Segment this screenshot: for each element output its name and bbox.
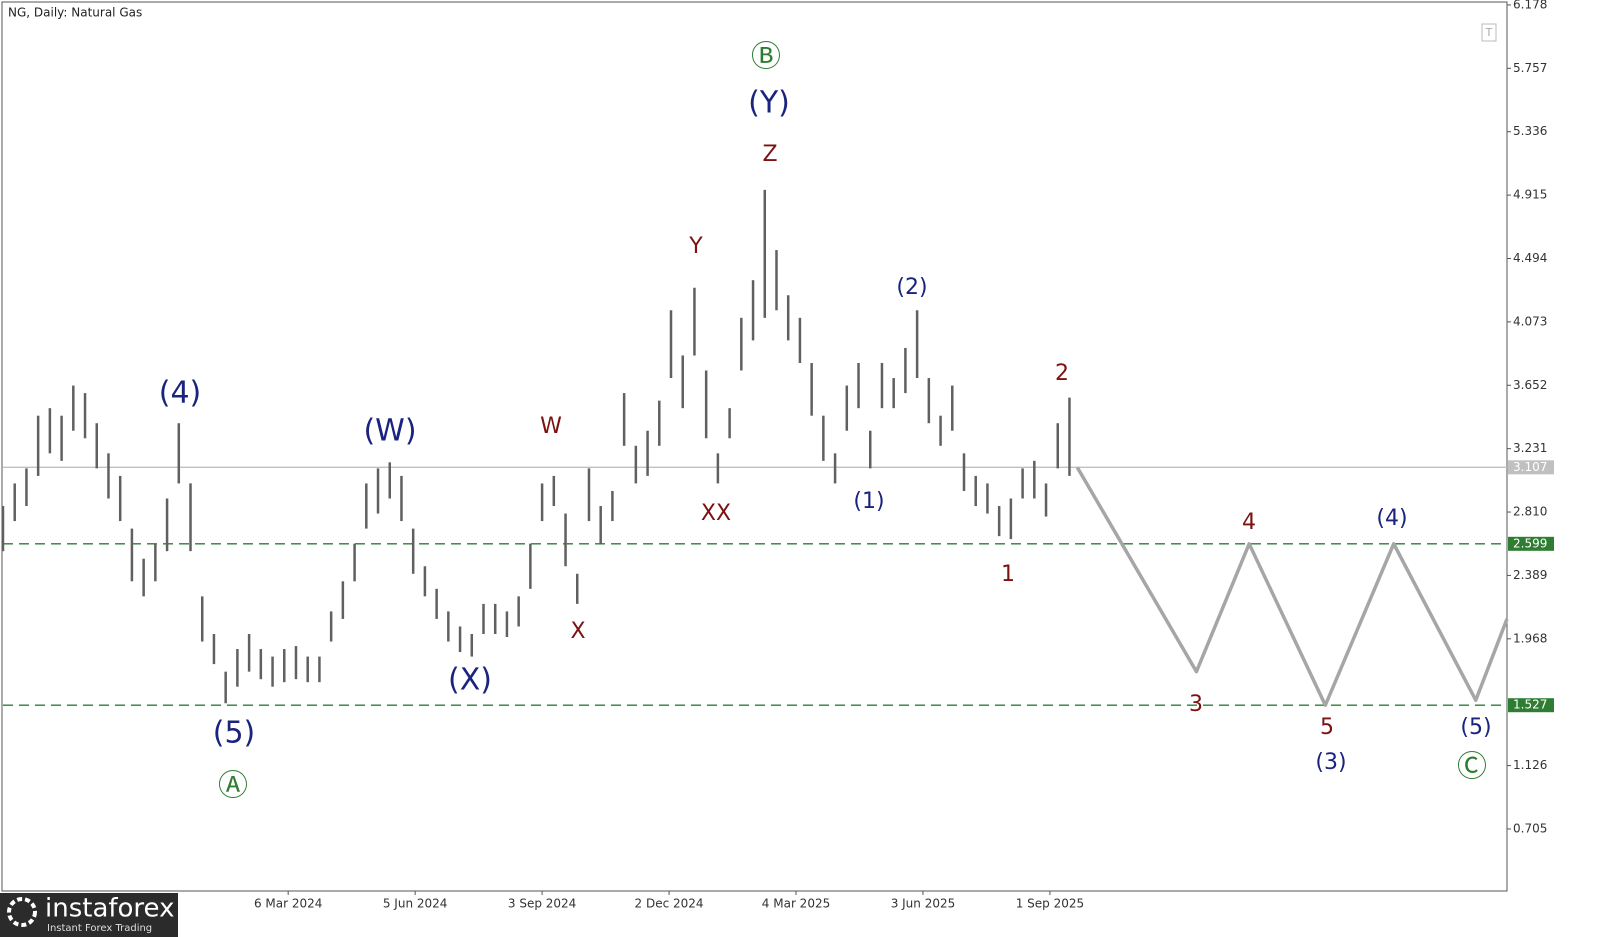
price-level-box — [1508, 698, 1554, 713]
logo-icon — [7, 897, 37, 927]
wave-label: Ⓐ — [218, 769, 248, 804]
y-tick-label: 3.652 — [1513, 378, 1547, 392]
wave-label: 5 — [1320, 715, 1334, 740]
price-level-label: 1.527 — [1513, 698, 1547, 712]
price-level-box — [1508, 460, 1554, 475]
price-level-label: 3.107 — [1513, 460, 1547, 474]
y-tick-label: 0.705 — [1513, 821, 1547, 835]
wave-label: (X) — [448, 663, 492, 698]
wave-label: 3 — [1189, 692, 1203, 717]
y-tick-label: 2.389 — [1513, 568, 1547, 582]
toolbar-icon-glyph: T — [1485, 26, 1493, 39]
wave-label: (5) — [213, 716, 256, 751]
wave-label: (4) — [1376, 506, 1407, 531]
x-tick-label: 3 Sep 2024 — [508, 897, 576, 911]
wave-label: Y — [688, 234, 703, 259]
x-tick-label: 4 Mar 2025 — [762, 897, 830, 911]
toolbar-icon[interactable] — [1481, 23, 1497, 42]
price-level-label: 2.599 — [1513, 536, 1547, 550]
logo: instaforex Instant Forex Trading — [0, 893, 178, 937]
wave-label: 1 — [1001, 562, 1015, 587]
plot-frame — [1, 1, 1508, 892]
x-tick-label: 6 Mar 2024 — [254, 897, 322, 911]
x-tick-label: 3 Jun 2025 — [891, 897, 956, 911]
wave-label: (3) — [1315, 750, 1346, 775]
y-tick-label: 4.494 — [1513, 251, 1547, 265]
y-tick-label: 3.231 — [1513, 441, 1547, 455]
logo-name: instaforex — [45, 894, 174, 924]
wave-label: (Y) — [748, 86, 790, 121]
wave-label: Z — [762, 142, 777, 167]
projection-line — [1075, 466, 1509, 707]
y-tick-label: 6.178 — [1513, 0, 1547, 11]
price-level-box — [1508, 536, 1554, 551]
wave-label: Ⓑ — [751, 40, 781, 75]
wave-label: W — [540, 414, 562, 439]
wave-label: X — [570, 619, 585, 644]
wave-label: (2) — [896, 275, 927, 300]
y-tick-label: 4.915 — [1513, 188, 1547, 202]
wave-label: Ⓒ — [1457, 750, 1487, 785]
x-tick-label: 5 Jun 2024 — [383, 897, 448, 911]
x-tick-label: 1 Sep 2025 — [1016, 897, 1084, 911]
x-tick-label: 2 Dec 2024 — [635, 897, 704, 911]
chart-title: NG, Daily: Natural Gas — [8, 6, 142, 20]
wave-label: XX — [701, 501, 731, 526]
y-tick-label: 5.757 — [1513, 61, 1547, 75]
y-tick-label: 5.336 — [1513, 124, 1547, 138]
wave-label: 2 — [1055, 361, 1069, 386]
wave-label: 4 — [1242, 510, 1256, 535]
wave-label: (5) — [1460, 715, 1491, 740]
y-tick-label: 2.810 — [1513, 505, 1547, 519]
wave-label: (W) — [363, 414, 416, 449]
wave-label: (1) — [853, 489, 884, 514]
y-tick-label: 1.968 — [1513, 631, 1547, 645]
y-tick-label: 1.126 — [1513, 758, 1547, 772]
y-tick-label: 4.073 — [1513, 314, 1547, 328]
logo-tagline: Instant Forex Trading — [47, 923, 152, 934]
wave-label: (4) — [159, 376, 202, 411]
